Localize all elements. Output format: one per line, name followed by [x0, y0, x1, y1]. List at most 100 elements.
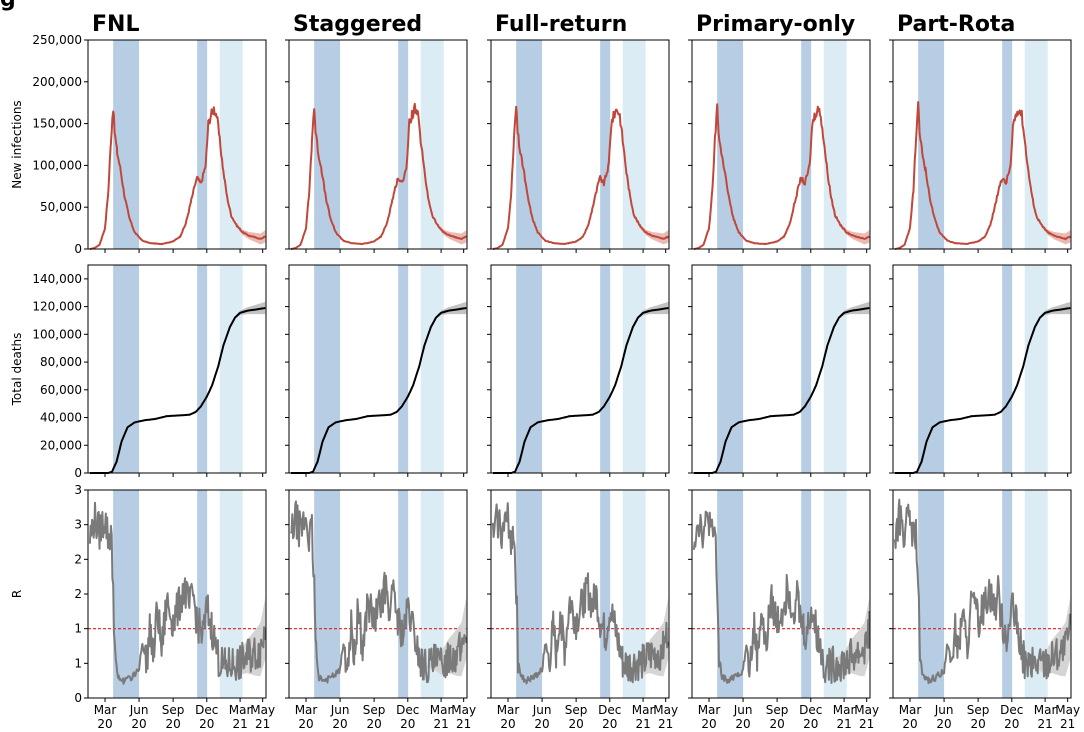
series-line: [693, 307, 870, 474]
y-tick-label: 3: [74, 518, 82, 532]
lockdown-shade: [1002, 40, 1013, 249]
lockdown-shade: [801, 490, 812, 698]
lockdown-shade: [219, 265, 243, 473]
panel-grid: FNL 0 50,000 100,000 150,000 200,000 250,000 Ne…: [10, 12, 1080, 731]
axes-frame: [892, 39, 1072, 250]
lockdown-shade: [801, 40, 812, 249]
y-tick-label: 2: [74, 552, 82, 566]
lockdown-shade: [823, 490, 847, 698]
x-tick-year: 21: [836, 717, 851, 731]
x-tick-month: Sep: [162, 703, 185, 717]
y-tick-label: 0: [74, 691, 82, 705]
panel-1-2: [487, 264, 670, 477]
x-tick-month: May: [854, 703, 879, 717]
x-tick-year: 20: [735, 717, 750, 731]
x-tick-month: May: [653, 703, 678, 717]
axes-frame: [490, 39, 670, 250]
scenario-title: Primary-only: [696, 12, 855, 37]
x-tick-year: 21: [456, 717, 471, 731]
uncertainty-band: [693, 517, 870, 681]
lockdown-shade: [516, 265, 543, 473]
y-tick-label: 40,000: [40, 411, 82, 425]
x-tick-month: Mar: [632, 703, 655, 717]
x-tick-month: Jun: [733, 703, 753, 717]
lockdown-shade: [197, 265, 208, 473]
series-line: [88, 501, 267, 685]
lockdown-shade: [314, 40, 341, 249]
y-tick-label: 100,000: [32, 158, 82, 172]
lockdown-shade: [823, 265, 847, 473]
axes-frame: [691, 39, 871, 250]
x-tick-month: Sep: [565, 703, 588, 717]
lockdown-shade: [113, 40, 140, 249]
x-tick-month: Mar: [1034, 703, 1057, 717]
panel-0-1: [285, 39, 468, 253]
series-line: [89, 307, 266, 474]
y-tick-label: 80,000: [40, 355, 82, 369]
lockdown-shade: [801, 265, 812, 473]
series-line: [491, 502, 670, 685]
x-tick-year: 20: [97, 717, 112, 731]
x-tick-year: 21: [232, 717, 247, 731]
axes-frame: [892, 264, 1072, 474]
lockdown-shade: [113, 490, 140, 698]
lockdown-shade: [600, 265, 611, 473]
lockdown-shade: [398, 265, 409, 473]
x-tick-month: Jun: [934, 703, 954, 717]
x-tick-year: 20: [131, 717, 146, 731]
x-tick-year: 20: [769, 717, 784, 731]
series-line: [692, 510, 871, 684]
x-tick-year: 21: [255, 717, 270, 731]
x-tick-year: 21: [433, 717, 448, 731]
x-tick-month: Sep: [967, 703, 990, 717]
axes-frame: [87, 39, 267, 250]
panel-1-3: [688, 264, 871, 477]
x-tick-month: Dec: [396, 703, 419, 717]
scenario-title: Full-return: [495, 12, 627, 37]
series-line: [693, 103, 871, 250]
y-tick-label: 60,000: [40, 383, 82, 397]
series-line: [492, 105, 670, 250]
x-tick-year: 20: [970, 717, 985, 731]
panel-0-0: 0 50,000 100,000 150,000 200,000 250,000 New i…: [10, 33, 267, 256]
x-tick-month: Dec: [598, 703, 621, 717]
lockdown-shade: [918, 490, 945, 698]
y-axis-label: Total deaths: [10, 333, 24, 407]
x-tick-month: Dec: [1000, 703, 1023, 717]
x-tick-month: Sep: [363, 703, 386, 717]
series-line: [894, 101, 1072, 250]
x-tick-year: 20: [701, 717, 716, 731]
panel-marker: g: [0, 0, 16, 12]
lockdown-shade: [398, 490, 409, 698]
lockdown-shade: [1024, 40, 1048, 249]
series-line: [492, 307, 669, 474]
x-tick-year: 20: [1004, 717, 1019, 731]
x-tick-month: May: [250, 703, 275, 717]
lockdown-shade: [823, 40, 847, 249]
x-tick-month: May: [451, 703, 476, 717]
y-axis-label: R: [10, 590, 24, 598]
y-tick-label: 100,000: [32, 327, 82, 341]
lockdown-shade: [600, 490, 611, 698]
panel-1-4: [889, 264, 1072, 477]
series-line: [894, 307, 1071, 474]
y-tick-label: 1: [74, 622, 82, 636]
lockdown-shade: [1002, 265, 1013, 473]
lockdown-shade: [314, 265, 341, 473]
lockdown-shade: [113, 265, 140, 473]
x-tick-month: Mar: [899, 703, 922, 717]
axes-frame: [490, 264, 670, 474]
lockdown-shade: [918, 265, 945, 473]
x-tick-month: Dec: [195, 703, 218, 717]
y-tick-label: 2: [74, 587, 82, 601]
x-tick-year: 20: [400, 717, 415, 731]
lockdown-shade: [197, 40, 208, 249]
x-tick-month: Mar: [497, 703, 520, 717]
y-tick-label: 150,000: [32, 117, 82, 131]
x-tick-year: 20: [366, 717, 381, 731]
x-tick-year: 20: [936, 717, 951, 731]
